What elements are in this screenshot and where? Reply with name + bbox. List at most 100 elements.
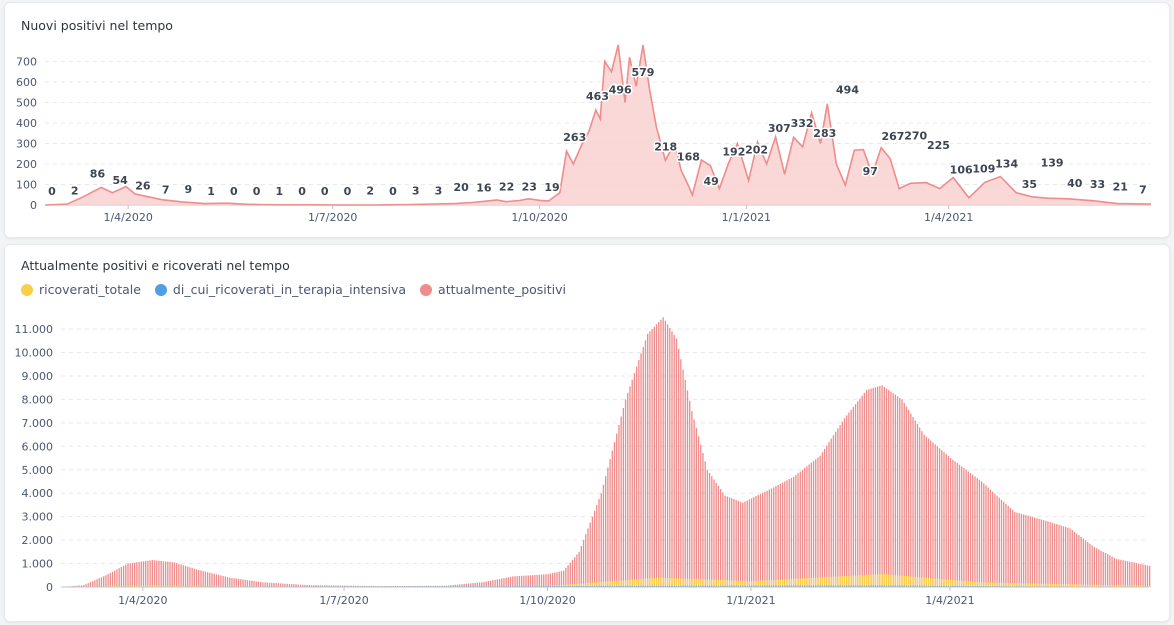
bar-ricoverati-totale	[122, 585, 125, 587]
bar-ricoverati-totale	[1118, 585, 1120, 587]
bar-attualmente-positivi	[846, 415, 848, 587]
bar-attualmente-positivi	[631, 379, 633, 587]
legend-item-ricoverati-totale[interactable]: ricoverati_totale	[21, 282, 141, 297]
bar-attualmente-positivi	[777, 485, 779, 587]
bar-ricoverati-totale	[576, 583, 578, 587]
bar-attualmente-positivi	[1016, 512, 1018, 587]
bar-di-cui-ricoverati-in-terapia-intensiva	[582, 585, 585, 587]
bar-ricoverati-totale	[737, 580, 740, 587]
bar-attualmente-positivi	[293, 584, 295, 587]
bar-attualmente-positivi	[635, 366, 638, 587]
bar-ricoverati-totale	[629, 579, 631, 587]
bar-ricoverati-totale	[972, 581, 974, 587]
bar-attualmente-positivi	[916, 424, 919, 587]
bar-attualmente-positivi	[470, 583, 472, 587]
bar-ricoverati-totale	[731, 580, 733, 587]
bar-ricoverati-totale	[605, 581, 607, 587]
bar-di-cui-ricoverati-in-terapia-intensiva	[556, 585, 558, 587]
bar-attualmente-positivi	[248, 580, 251, 587]
bar-attualmente-positivi	[961, 466, 963, 587]
bar-ricoverati-totale	[175, 585, 178, 587]
bar-ricoverati-totale	[147, 585, 149, 587]
bar-ricoverati-totale	[819, 577, 821, 587]
bar-attualmente-positivi	[543, 574, 545, 587]
bar-attualmente-positivi	[1071, 530, 1073, 587]
bar-ricoverati-totale	[693, 578, 695, 587]
bar-di-cui-ricoverati-in-terapia-intensiva	[828, 585, 830, 587]
bar-ricoverati-totale	[773, 579, 775, 587]
bar-attualmente-positivi	[857, 401, 859, 587]
bar-attualmente-positivi	[136, 562, 138, 587]
bar-ricoverati-totale	[142, 585, 145, 587]
bar-ricoverati-totale	[660, 577, 662, 587]
bar-attualmente-positivi	[255, 581, 257, 587]
bar-ricoverati-totale	[162, 585, 165, 587]
bar-di-cui-ricoverati-in-terapia-intensiva	[810, 585, 812, 587]
bar-di-cui-ricoverati-in-terapia-intensiva	[872, 585, 874, 587]
bar-di-cui-ricoverati-in-terapia-intensiva	[846, 585, 848, 587]
bar-attualmente-positivi	[253, 581, 255, 587]
bar-di-cui-ricoverati-in-terapia-intensiva	[689, 585, 691, 587]
bar-attualmente-positivi	[1095, 548, 1098, 587]
data-label: 332	[791, 117, 814, 130]
bar-di-cui-ricoverati-in-terapia-intensiva	[925, 585, 927, 587]
bar-ricoverati-totale	[1020, 583, 1023, 587]
bar-ricoverati-totale	[739, 580, 742, 587]
data-label: 23	[522, 180, 537, 193]
bar-attualmente-positivi	[333, 585, 335, 587]
bar-attualmente-positivi	[284, 583, 286, 587]
bar-di-cui-ricoverati-in-terapia-intensiva	[591, 585, 594, 587]
bar-ricoverati-totale	[1140, 585, 1142, 587]
bar-attualmente-positivi	[94, 580, 96, 587]
bar-attualmente-positivi	[963, 468, 965, 587]
bar-ricoverati-totale	[609, 581, 611, 587]
bar-ricoverati-totale	[587, 583, 589, 587]
bar-attualmente-positivi	[585, 534, 587, 587]
bar-attualmente-positivi	[1131, 562, 1133, 587]
bar-attualmente-positivi	[726, 496, 728, 587]
bar-di-cui-ricoverati-in-terapia-intensiva	[607, 585, 609, 587]
legend-item-attualmente-positivi[interactable]: attualmente_positivi	[420, 282, 566, 297]
bar-di-cui-ricoverati-in-terapia-intensiva	[784, 585, 786, 587]
data-label: 579	[631, 66, 654, 79]
bar-attualmente-positivi	[733, 499, 735, 587]
bar-attualmente-positivi	[222, 575, 224, 587]
bar-attualmente-positivi	[850, 409, 852, 587]
bar-attualmente-positivi	[702, 453, 704, 587]
bar-attualmente-positivi	[837, 428, 839, 587]
bar-ricoverati-totale	[1007, 582, 1009, 587]
bar-di-cui-ricoverati-in-terapia-intensiva	[669, 585, 671, 587]
bar-attualmente-positivi	[921, 431, 923, 587]
legend-dot-ricoverati-totale	[21, 283, 33, 296]
data-label: 202	[745, 144, 768, 157]
legend-item-terapia-intensiva[interactable]: di_cui_ricoverati_in_terapia_intensiva	[154, 282, 406, 297]
bar-di-cui-ricoverati-in-terapia-intensiva	[762, 585, 764, 587]
bar-ricoverati-totale	[682, 578, 684, 587]
bar-attualmente-positivi	[967, 471, 969, 587]
bar-attualmente-positivi	[854, 404, 857, 587]
bar-ricoverati-totale	[642, 578, 644, 587]
bar-ricoverati-totale	[870, 574, 872, 587]
bar-di-cui-ricoverati-in-terapia-intensiva	[773, 585, 775, 587]
bar-attualmente-positivi	[622, 407, 625, 587]
bar-attualmente-positivi	[1056, 524, 1058, 587]
bar-ricoverati-totale	[671, 578, 673, 587]
bar-ricoverati-totale	[839, 576, 841, 587]
bar-ricoverati-totale	[1113, 585, 1115, 587]
new-positives-card: Nuovi positivi nel tempo 0 100 200 300 400 50…	[4, 2, 1170, 238]
y-tick-label: 3.000	[22, 511, 54, 524]
bar-ricoverati-totale	[742, 580, 744, 587]
bar-ricoverati-totale	[888, 574, 890, 587]
bar-attualmente-positivi	[936, 446, 939, 587]
bar-ricoverati-totale	[673, 578, 675, 587]
bar-ricoverati-totale	[715, 579, 717, 587]
bar-attualmente-positivi	[974, 476, 976, 587]
bar-ricoverati-totale	[854, 575, 857, 587]
bar-ricoverati-totale	[775, 579, 777, 587]
bar-attualmente-positivi	[587, 528, 589, 587]
bar-di-cui-ricoverati-in-terapia-intensiva	[675, 585, 678, 587]
bar-ricoverati-totale	[812, 577, 815, 587]
bar-attualmente-positivi	[841, 421, 843, 587]
current-positives-chart: 0 1.000 2.000 3.000 4.000 5.000 6.000 7.000 8.00…	[15, 317, 1151, 607]
bar-ricoverati-totale	[932, 578, 934, 587]
